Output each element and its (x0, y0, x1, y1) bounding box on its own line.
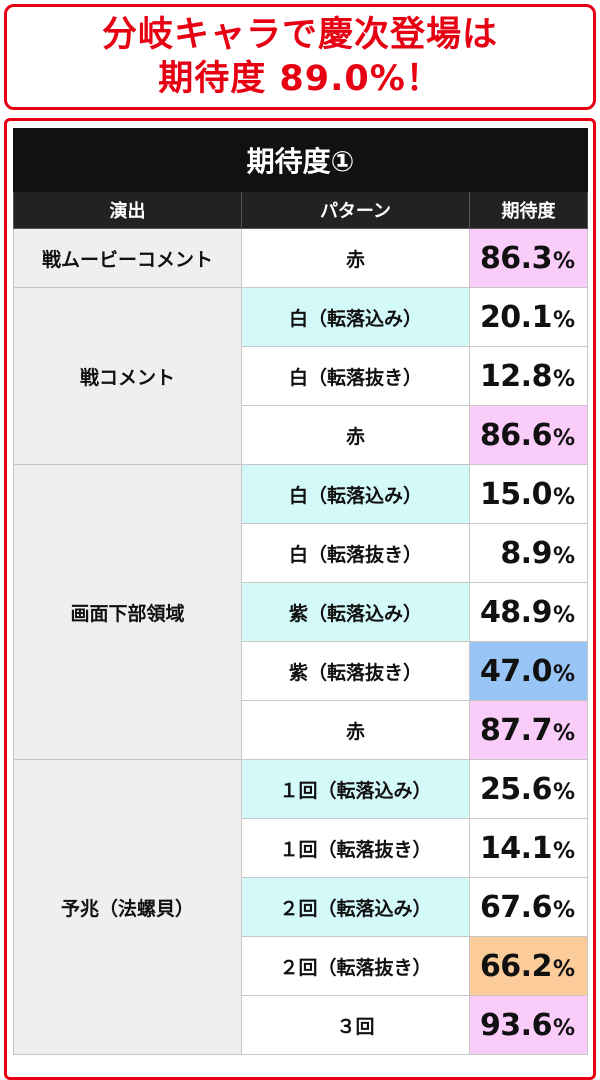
table-row: 紫（転落込み） 48.9% (14, 582, 589, 642)
headline-box: 分岐キャラで慶次登場は 期待度 89.0%！ (4, 4, 596, 110)
pattern-cell: 白（転落抜き） (241, 346, 470, 406)
headline-line-1: 分岐キャラで慶次登場は (101, 15, 498, 55)
pattern-cell: １回（転落抜き） (241, 818, 470, 878)
pattern-cell: 赤 (241, 228, 470, 288)
percent-sign: % (552, 720, 576, 746)
table-row: 白（転落抜き） 12.8% (14, 346, 589, 406)
rate-cell: 87.7% (468, 700, 589, 760)
pattern-cell: 白（転落込み） (241, 287, 470, 347)
table-row: 戦コメント 白（転落込み） 20.1% (13, 287, 589, 465)
rate-value: 93.6 (479, 1007, 553, 1043)
rate-value: 8.9 (500, 535, 552, 571)
table-row: 予兆（法螺貝） １回（転落込み） 25.6% (13, 759, 589, 1055)
table-body: 戦ムービーコメント赤 86.3% 戦コメント 白（転落込み） 20.1% 白（転落抜き） 1… (13, 228, 589, 1055)
rate-cell: 8.9% (468, 523, 589, 583)
rate-value: 87.7 (479, 712, 553, 748)
pattern-cell: 紫（転落抜き） (241, 641, 470, 701)
rate-cell: 47.0% (468, 641, 589, 701)
rate-value: 48.9 (479, 594, 553, 630)
percent-sign: % (552, 602, 576, 628)
rate-cell: 48.9% (468, 582, 589, 642)
table-title: 期待度① (12, 128, 589, 192)
expectation-table: 期待度① 演出 パターン 期待度 戦ムービーコメント赤 86.3% 戦コメント 白（転… (12, 128, 589, 1055)
percent-sign: % (552, 779, 576, 805)
rate-value: 12.8 (479, 358, 553, 394)
rate-cell: 86.3% (468, 228, 589, 288)
rate-value: 86.6 (479, 417, 553, 453)
pattern-cell: １回（転落込み） (241, 759, 470, 819)
rate-cell: 12.8% (468, 346, 589, 406)
rate-value: 15.0 (479, 476, 553, 512)
pattern-cell: 赤 (241, 700, 470, 760)
table-row: １回（転落抜き） 14.1% (14, 818, 589, 878)
table-frame: 期待度① 演出 パターン 期待度 戦ムービーコメント赤 86.3% 戦コメント 白（転… (4, 118, 596, 1080)
rate-cell: 25.6% (468, 759, 589, 819)
pattern-cell: 白（転落抜き） (241, 523, 470, 583)
pattern-cell: 白（転落込み） (241, 464, 470, 524)
table-row: 戦ムービーコメント赤 86.3% (13, 228, 589, 288)
rate-value: 67.6 (479, 889, 553, 925)
pattern-cell: 赤 (241, 405, 470, 465)
rate-value: 86.3 (479, 240, 553, 276)
rate-cell: 67.6% (468, 877, 589, 937)
category-cell: 画面下部領域 (13, 464, 242, 760)
pattern-cell: ３回 (241, 995, 470, 1055)
table-row: 画面下部領域 白（転落込み） 15.0% (13, 464, 589, 760)
pattern-cell: ２回（転落抜き） (241, 936, 470, 996)
rate-cell: 15.0% (468, 464, 589, 524)
rate-value: 66.2 (479, 948, 553, 984)
percent-sign: % (552, 543, 576, 569)
percent-sign: % (552, 307, 576, 333)
rate-cell: 14.1% (468, 818, 589, 878)
table-row: 赤 86.6% (14, 405, 589, 465)
rate-value: 25.6 (479, 771, 553, 807)
table-row: ２回（転落抜き） 66.2% (14, 936, 589, 996)
table-row: ３回 93.6% (14, 995, 589, 1055)
percent-sign: % (552, 484, 576, 510)
table-row: 白（転落抜き） 8.9% (14, 523, 589, 583)
rate-value: 47.0 (479, 653, 553, 689)
pattern-cell: 紫（転落込み） (241, 582, 470, 642)
header-effect: 演出 (13, 191, 242, 229)
percent-sign: % (552, 897, 576, 923)
rate-cell: 20.1% (468, 287, 589, 347)
percent-sign: % (552, 956, 576, 982)
category-cell: 戦ムービーコメント (13, 228, 242, 288)
headline-line-2: 期待度 89.0%！ (158, 59, 442, 99)
header-pattern: パターン (241, 191, 470, 229)
percent-sign: % (552, 1015, 576, 1041)
percent-sign: % (552, 838, 576, 864)
pattern-cell: ２回（転落込み） (241, 877, 470, 937)
percent-sign: % (552, 425, 576, 451)
table-row: 赤 87.7% (14, 700, 589, 760)
rate-value: 20.1 (479, 299, 553, 335)
percent-sign: % (552, 661, 576, 687)
table-row: 紫（転落抜き） 47.0% (14, 641, 589, 701)
table-row: ２回（転落込み） 67.6% (14, 877, 589, 937)
category-cell: 戦コメント (13, 287, 242, 465)
rate-cell: 66.2% (468, 936, 589, 996)
category-cell: 予兆（法螺貝） (13, 759, 242, 1055)
header-rate: 期待度 (468, 191, 589, 229)
rate-value: 14.1 (479, 830, 553, 866)
percent-sign: % (552, 248, 576, 274)
rate-cell: 86.6% (468, 405, 589, 465)
rate-cell: 93.6% (468, 995, 589, 1055)
percent-sign: % (552, 366, 576, 392)
